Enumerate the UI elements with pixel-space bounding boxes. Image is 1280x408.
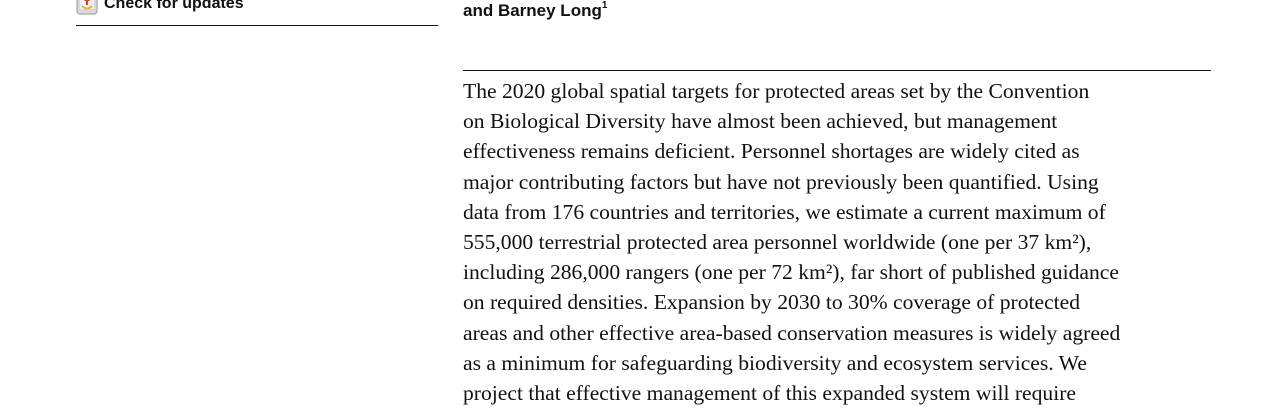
abstract-line: data from 176 countries and territories,… — [463, 199, 1106, 224]
abstract-line: effectiveness remains deficient. Personn… — [463, 139, 1080, 164]
abstract-line: The 2020 global spatial targets for prot… — [463, 79, 1090, 103]
affiliation-marker: 1 — [601, 0, 608, 12]
abstract-line: as a minimum for safeguarding biodiversi… — [463, 350, 1087, 375]
abstract-line: 555,000 terrestrial protected area perso… — [463, 229, 1092, 254]
left-divider — [76, 25, 438, 26]
check-for-updates-link[interactable]: Check for updates — [76, 0, 244, 15]
author-names: and Barney Long — [463, 1, 602, 20]
abstract: The 2020 global spatial targets for prot… — [463, 76, 1211, 408]
update-badge-icon — [76, 0, 98, 15]
check-for-updates-label: Check for updates — [104, 0, 244, 12]
abstract-divider — [463, 70, 1211, 71]
abstract-line: project that effective management of thi… — [463, 380, 1077, 405]
abstract-line: on Biological Diversity have almost been… — [463, 109, 1058, 134]
abstract-line: major contributing factors but have not … — [463, 169, 1099, 194]
abstract-line: including 286,000 rangers (one per 72 km… — [463, 260, 1119, 285]
abstract-line: areas and other effective area-based con… — [463, 320, 1121, 345]
abstract-line: on required densities. Expansion by 2030… — [463, 290, 1081, 315]
author-list: and Barney Long1 — [463, 0, 608, 21]
